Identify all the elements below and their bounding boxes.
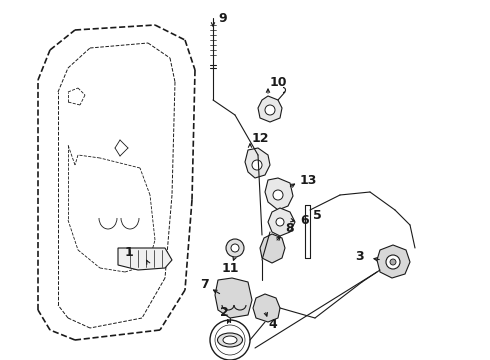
- Polygon shape: [258, 96, 282, 122]
- Circle shape: [386, 255, 400, 269]
- Text: 9: 9: [218, 12, 227, 24]
- Circle shape: [276, 218, 284, 226]
- Circle shape: [273, 190, 283, 200]
- Text: 13: 13: [300, 174, 318, 186]
- Polygon shape: [377, 245, 410, 278]
- Polygon shape: [253, 294, 280, 322]
- Circle shape: [231, 244, 239, 252]
- Polygon shape: [118, 248, 172, 270]
- Text: 2: 2: [220, 306, 229, 319]
- Text: 11: 11: [222, 261, 240, 275]
- Ellipse shape: [218, 333, 243, 347]
- Text: 7: 7: [200, 279, 209, 292]
- Text: 4: 4: [268, 318, 277, 330]
- Ellipse shape: [223, 336, 237, 344]
- Text: 8: 8: [285, 221, 294, 234]
- Text: 12: 12: [252, 131, 270, 144]
- Polygon shape: [268, 208, 295, 236]
- Text: 10: 10: [270, 76, 288, 89]
- Circle shape: [210, 320, 250, 360]
- Polygon shape: [260, 234, 285, 263]
- Circle shape: [390, 259, 396, 265]
- Polygon shape: [245, 148, 270, 178]
- Circle shape: [252, 160, 262, 170]
- Text: 1: 1: [124, 247, 133, 260]
- Polygon shape: [265, 178, 293, 210]
- Text: 5: 5: [313, 208, 322, 221]
- Circle shape: [265, 105, 275, 115]
- Text: 6: 6: [300, 213, 309, 226]
- Text: 3: 3: [355, 249, 364, 262]
- Circle shape: [226, 239, 244, 257]
- Polygon shape: [215, 278, 252, 318]
